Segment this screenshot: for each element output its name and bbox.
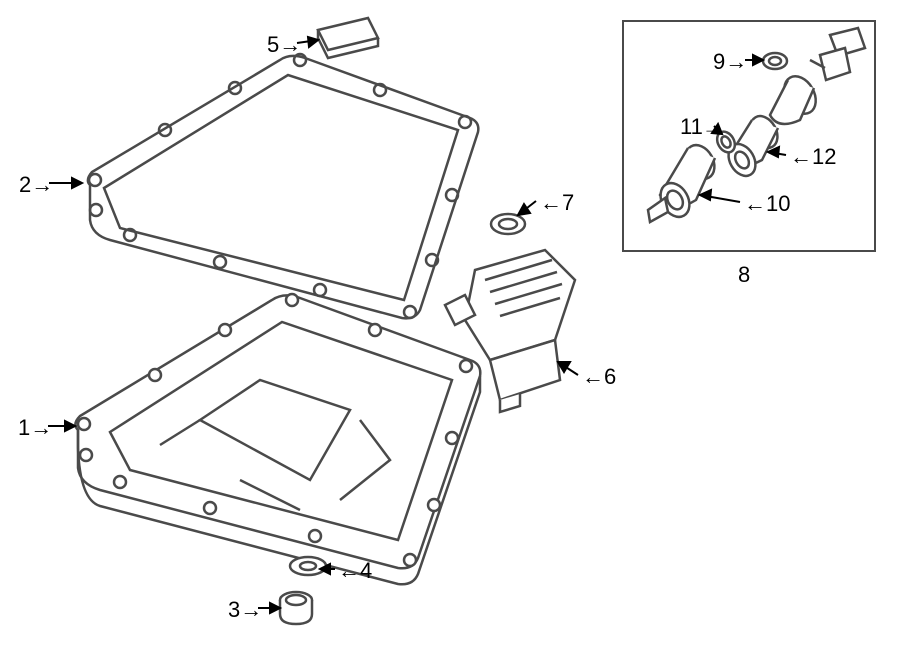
callout-label: 4 (360, 558, 372, 583)
callout-11: 11→ (680, 114, 721, 140)
callout-7: ←7 (540, 190, 574, 216)
callout-label: 10 (766, 191, 790, 216)
callout-label: 1 (18, 415, 30, 440)
inset-group-box (622, 20, 876, 252)
callout-label: 6 (604, 364, 616, 389)
callout-label: 11 (680, 114, 703, 139)
callout-label: 9 (713, 49, 725, 74)
callout-8: 8 (738, 262, 750, 288)
callout-6: ←6 (582, 364, 616, 390)
callout-4: ←4 (338, 558, 372, 584)
callout-2: 2→ (19, 172, 53, 198)
callout-3: 3→ (228, 597, 262, 623)
callout-label: 8 (738, 262, 750, 287)
callout-label: 7 (562, 190, 574, 215)
callout-12: ←12 (790, 144, 836, 170)
callout-10: ←10 (744, 191, 790, 217)
callout-label: 12 (812, 144, 836, 169)
parts-diagram: 1→ 2→ 3→ ←4 5→ ←6 ←7 8 9→ ←10 11→ ←12 (0, 0, 900, 662)
callout-label: 2 (19, 172, 31, 197)
callout-9: 9→ (713, 49, 747, 75)
callout-5: 5→ (267, 32, 301, 58)
callout-label: 3 (228, 597, 240, 622)
callout-label: 5 (267, 32, 279, 57)
callout-1: 1→ (18, 415, 52, 441)
